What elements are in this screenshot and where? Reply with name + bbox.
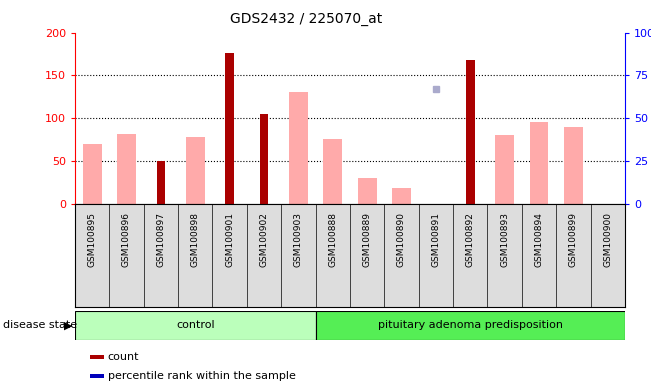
Bar bbox=[564, 127, 583, 204]
Bar bbox=[225, 53, 234, 204]
Bar bbox=[260, 114, 268, 204]
Text: ▶: ▶ bbox=[64, 320, 72, 331]
Text: control: control bbox=[176, 320, 215, 331]
Bar bbox=[117, 134, 136, 204]
Text: GSM100897: GSM100897 bbox=[156, 212, 165, 267]
Bar bbox=[392, 188, 411, 204]
Bar bbox=[316, 311, 625, 340]
Bar bbox=[83, 144, 102, 204]
Text: percentile rank within the sample: percentile rank within the sample bbox=[107, 371, 296, 381]
Bar bbox=[156, 161, 165, 204]
Bar bbox=[289, 93, 308, 204]
Text: GSM100898: GSM100898 bbox=[191, 212, 200, 267]
Bar bbox=[529, 122, 548, 204]
Text: GDS2432 / 225070_at: GDS2432 / 225070_at bbox=[230, 12, 382, 25]
Text: disease state: disease state bbox=[3, 320, 77, 331]
Bar bbox=[186, 137, 204, 204]
Text: GSM100903: GSM100903 bbox=[294, 212, 303, 267]
Text: GSM100900: GSM100900 bbox=[603, 212, 613, 267]
Text: GSM100896: GSM100896 bbox=[122, 212, 131, 267]
Text: GSM100901: GSM100901 bbox=[225, 212, 234, 267]
Bar bbox=[324, 139, 342, 204]
Text: GSM100902: GSM100902 bbox=[260, 212, 268, 267]
Bar bbox=[90, 355, 104, 359]
Text: GSM100888: GSM100888 bbox=[328, 212, 337, 267]
Bar bbox=[90, 374, 104, 378]
Text: GSM100894: GSM100894 bbox=[534, 212, 544, 267]
Text: GSM100895: GSM100895 bbox=[87, 212, 96, 267]
Text: GSM100889: GSM100889 bbox=[363, 212, 372, 267]
Bar bbox=[75, 311, 316, 340]
Text: count: count bbox=[107, 352, 139, 362]
Bar bbox=[495, 135, 514, 204]
Text: GSM100893: GSM100893 bbox=[500, 212, 509, 267]
Text: pituitary adenoma predisposition: pituitary adenoma predisposition bbox=[378, 320, 562, 331]
Text: GSM100890: GSM100890 bbox=[397, 212, 406, 267]
Text: GSM100892: GSM100892 bbox=[465, 212, 475, 267]
Bar bbox=[357, 178, 376, 204]
Text: GSM100891: GSM100891 bbox=[432, 212, 440, 267]
Text: GSM100899: GSM100899 bbox=[569, 212, 578, 267]
Bar bbox=[466, 60, 475, 204]
